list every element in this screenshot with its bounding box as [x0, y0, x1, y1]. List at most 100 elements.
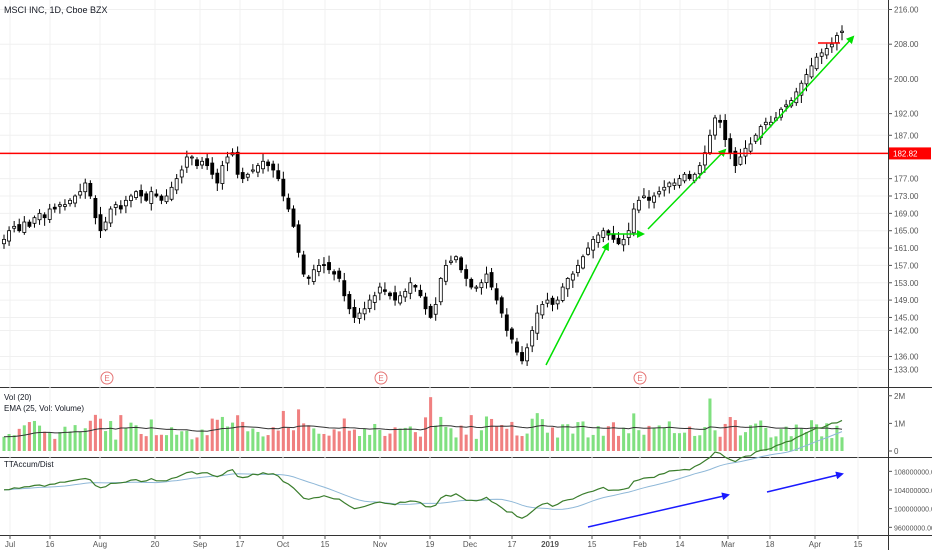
candle — [697, 165, 702, 175]
candle — [459, 257, 464, 271]
volume-bar — [312, 428, 316, 451]
volume-bar — [530, 418, 534, 451]
candle — [575, 265, 580, 274]
candle — [88, 182, 93, 197]
candle — [42, 214, 47, 219]
volume-title: Vol (20) — [4, 393, 32, 402]
volume-bar — [627, 433, 631, 451]
candle — [159, 195, 164, 201]
price-tick-label: 169.00 — [894, 209, 919, 218]
volume-bar — [683, 432, 687, 451]
price-tick-label: 216.00 — [894, 6, 919, 15]
volume-tick-label: 1M — [894, 419, 905, 428]
volume-bar — [413, 432, 417, 451]
volume-bar — [591, 434, 595, 451]
volume-bar — [545, 432, 549, 451]
candle — [164, 195, 169, 203]
candle — [52, 206, 57, 210]
volume-bar — [830, 438, 834, 451]
candle — [63, 204, 67, 207]
volume-bar — [662, 427, 666, 451]
candle — [169, 186, 174, 200]
volume-bar — [698, 435, 702, 451]
volume-bar — [596, 426, 600, 451]
volume-bar — [210, 418, 214, 451]
volume-bar — [327, 435, 331, 451]
candle — [281, 178, 286, 197]
volume-bar — [200, 429, 204, 451]
volume-bar — [43, 431, 47, 451]
candle — [200, 160, 204, 166]
volume-bar — [368, 434, 372, 451]
volume-bar — [652, 427, 656, 451]
candle — [174, 178, 179, 191]
volume-bar — [429, 397, 433, 451]
volume-bar — [286, 427, 290, 451]
volume-bar — [88, 420, 92, 451]
volume-bar — [459, 425, 463, 451]
candle — [68, 199, 72, 205]
volume-bar — [38, 425, 42, 451]
candle — [408, 282, 413, 294]
price-panel[interactable] — [0, 0, 888, 387]
time-tick-label: Jul — [5, 540, 15, 549]
volume-bar — [119, 415, 123, 451]
volume-bar — [378, 430, 382, 451]
candle — [499, 297, 504, 314]
candle — [235, 151, 240, 175]
candle — [347, 294, 352, 310]
volume-bar — [159, 434, 163, 451]
volume-bar — [535, 413, 539, 451]
price-tick-label: 149.00 — [894, 296, 919, 305]
candle — [667, 182, 672, 188]
volume-bar — [164, 435, 169, 451]
volume-bar — [444, 426, 448, 451]
volume-bar — [144, 436, 148, 451]
earnings-marker[interactable] — [100, 371, 114, 385]
earnings-marker[interactable] — [633, 371, 647, 385]
earnings-marker[interactable] — [374, 371, 388, 385]
trend-arrow-blue[interactable] — [587, 492, 730, 528]
volume-bar — [779, 429, 783, 451]
overlay — [3, 35, 855, 528]
volume-bar — [804, 432, 808, 451]
trend-arrow-blue[interactable] — [766, 471, 844, 493]
candle — [83, 182, 88, 193]
candle — [824, 48, 829, 56]
time-tick-label: Nov — [373, 540, 387, 549]
time-tick-label: Sep — [193, 540, 208, 549]
volume-bar — [190, 439, 194, 451]
candle — [504, 314, 509, 331]
price-tick-label: 133.00 — [894, 365, 919, 374]
trend-arrow-green[interactable] — [756, 35, 855, 142]
resistance-badge — [889, 147, 931, 160]
volume-subtitle: EMA (25, Vol: Volume) — [4, 404, 84, 413]
candle — [352, 307, 357, 318]
time-tick-label: 15 — [854, 540, 863, 549]
volume-bar — [525, 433, 529, 451]
volume-bar — [581, 421, 585, 451]
price-tick-label: 136.00 — [894, 352, 919, 361]
candle — [469, 278, 474, 288]
trend-arrow-green[interactable] — [647, 148, 727, 230]
candle — [98, 214, 103, 232]
volume-bar — [53, 438, 57, 451]
volume-bar — [764, 427, 768, 451]
volume-bar — [48, 432, 52, 451]
time-tick-label: Apr — [809, 540, 822, 549]
candle — [250, 169, 255, 172]
volume-bar — [357, 436, 362, 451]
volume-bar — [129, 422, 133, 451]
volume-bar — [474, 438, 478, 451]
candle — [393, 292, 397, 301]
time-tick-label: 20 — [151, 540, 160, 549]
candle — [829, 43, 834, 48]
candle — [256, 165, 260, 173]
volume-bar — [58, 431, 62, 451]
trend-arrow-green[interactable] — [545, 242, 609, 366]
candle — [144, 193, 149, 201]
volume-bar — [342, 418, 346, 451]
volume-bar — [154, 435, 158, 451]
candle — [357, 312, 362, 319]
